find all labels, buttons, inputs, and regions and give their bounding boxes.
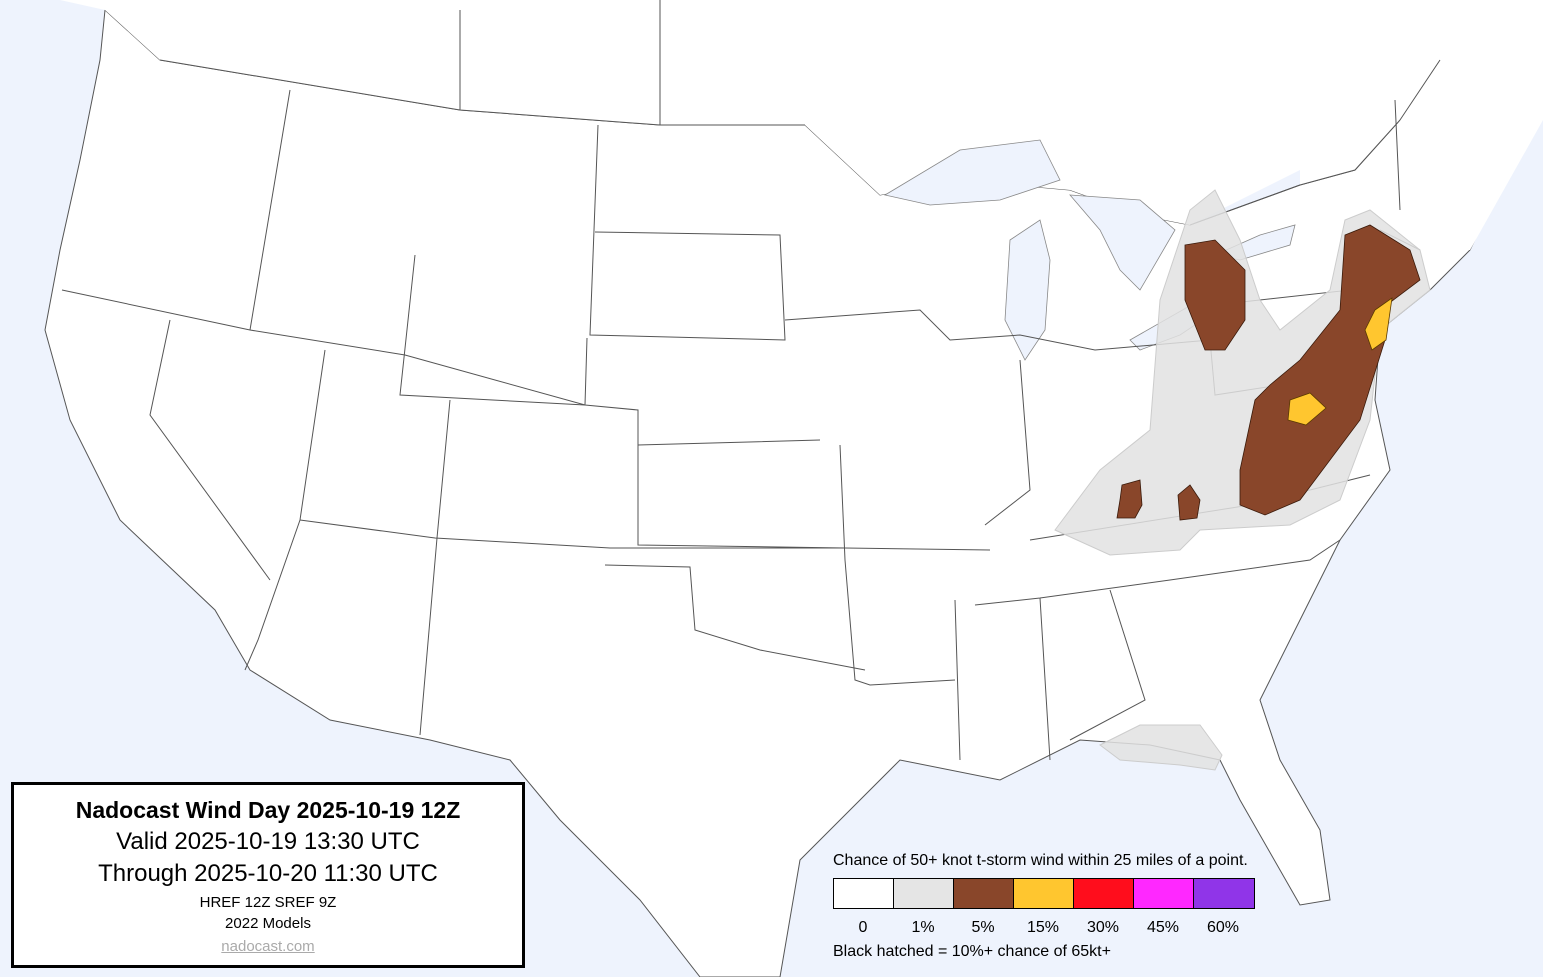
legend-label: 60% (1206, 919, 1240, 936)
legend-swatch (1014, 879, 1074, 908)
legend-note: Black hatched = 10%+ chance of 65kt+ (833, 943, 1111, 960)
legend-swatch (1134, 879, 1194, 908)
legend: Chance of 50+ knot t-storm wind within 2… (833, 852, 1255, 961)
legend-label: 0 (858, 919, 868, 936)
canada-east-land (1300, 0, 1543, 250)
models-line: HREF 12Z SREF 9Z (199, 894, 337, 911)
legend-label: 45% (1146, 919, 1180, 936)
legend-swatch (834, 879, 894, 908)
valid-time: Valid 2025-10-19 13:30 UTC (116, 828, 420, 855)
legend-swatch (954, 879, 1014, 908)
risk-1pct-ohio-valley (1054, 189, 1431, 556)
risk-15pct-areas (1287, 297, 1393, 426)
title-box: Nadocast Wind Day 2025-10-19 12Z Valid 2… (11, 782, 525, 968)
legend-title: Chance of 50+ knot t-storm wind within 2… (833, 852, 1248, 869)
risk-1pct-gulf (1099, 724, 1223, 771)
models-year: 2022 Models (225, 915, 311, 932)
map-title: Nadocast Wind Day 2025-10-19 12Z (75, 797, 461, 823)
through-time: Through 2025-10-20 11:30 UTC (98, 860, 438, 887)
legend-label: 1% (911, 919, 935, 936)
nadocast-link[interactable]: nadocast.com (221, 938, 315, 955)
legend-swatch (1194, 879, 1254, 908)
legend-label: 15% (1026, 919, 1060, 936)
legend-swatch (1074, 879, 1134, 908)
legend-label: 30% (1086, 919, 1120, 936)
risk-5pct-areas (1116, 224, 1421, 521)
canada-border (159, 59, 1441, 226)
legend-swatch (894, 879, 954, 908)
legend-labels: 0 1% 5% 15% 30% 45% 60% (833, 919, 1255, 937)
legend-label: 5% (971, 919, 995, 936)
legend-color-bar (833, 878, 1255, 909)
